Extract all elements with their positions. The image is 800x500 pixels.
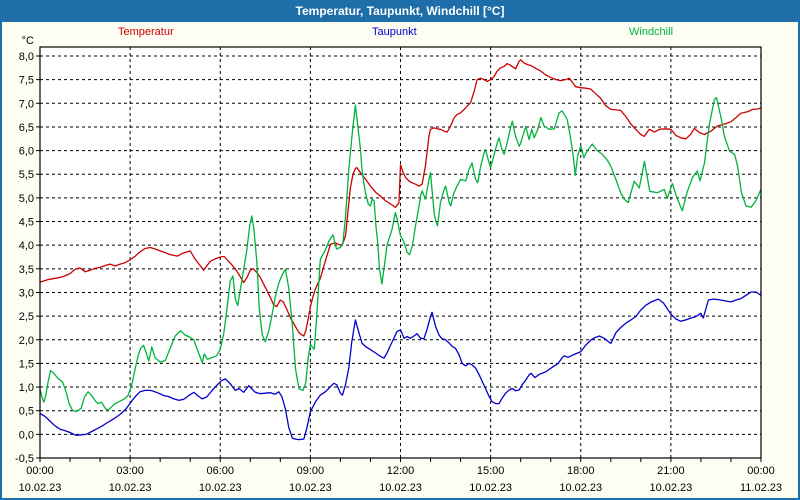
- plot-border: [39, 46, 762, 459]
- x-tick-time-label: 03:00: [116, 465, 144, 477]
- y-tick-label: 0,5: [19, 406, 34, 418]
- x-tick-date-label: 10.02.23: [649, 482, 692, 494]
- y-tick-label: 0,0: [19, 429, 34, 441]
- window-title: Temperatur, Taupunkt, Windchill [°C]: [295, 4, 505, 18]
- x-tick-date-label: 10.02.23: [19, 482, 62, 494]
- y-tick-label: 3,0: [19, 287, 34, 299]
- y-tick-label: 6,5: [19, 122, 34, 134]
- x-tick-date-label: 10.02.23: [199, 482, 242, 494]
- y-tick-label: 1,0: [19, 382, 34, 394]
- y-tick-label: 6,0: [19, 146, 34, 158]
- y-tick-label: 2,0: [19, 335, 34, 347]
- y-tick-label: -0,5: [15, 453, 34, 465]
- legend-item-temperatur: Temperatur: [118, 26, 174, 38]
- x-tick-date-label: 11.02.23: [740, 482, 782, 494]
- x-tick-date-label: 10.02.23: [559, 482, 602, 494]
- y-tick-label: 4,0: [19, 240, 34, 252]
- x-tick-date-label: 10.02.23: [469, 482, 512, 494]
- x-tick-time-label: 09:00: [297, 465, 325, 477]
- x-tick-time-label: 18:00: [567, 465, 595, 477]
- x-tick-date-label: 10.02.23: [289, 482, 332, 494]
- legend-label-temperatur: Temperatur: [118, 26, 174, 38]
- x-tick-time-label: 00:00: [26, 465, 54, 477]
- x-tick-date-label: 10.02.23: [109, 482, 152, 494]
- x-tick-time-label: 00:00: [747, 465, 775, 477]
- series-line-windchill: [39, 96, 762, 413]
- x-tick-time-label: 21:00: [657, 465, 685, 477]
- y-tick-label: 1,5: [19, 358, 34, 370]
- x-tick-time-label: 15:00: [477, 465, 505, 477]
- series-line-temperatur: [39, 59, 762, 337]
- series-line-taupunkt: [39, 291, 762, 441]
- y-tick-label: 2,5: [19, 311, 34, 323]
- title-bar: Temperatur, Taupunkt, Windchill [°C]: [0, 0, 800, 22]
- y-tick-label: 7,5: [19, 75, 34, 87]
- y-tick-label: 8,0: [19, 51, 34, 63]
- x-tick-time-label: 12:00: [387, 465, 415, 477]
- y-tick-label: 5,5: [19, 169, 34, 181]
- legend-item-taupunkt: Taupunkt: [372, 26, 417, 38]
- x-tick-date-label: 10.02.23: [379, 482, 422, 494]
- legend-label-windchill: Windchill: [629, 26, 674, 38]
- legend-label-taupunkt: Taupunkt: [372, 26, 417, 38]
- x-tick-time-label: 06:00: [206, 465, 234, 477]
- y-tick-label: 5,0: [19, 193, 34, 205]
- legend-item-windchill: Windchill: [629, 26, 673, 38]
- y-tick-label: 7,0: [19, 98, 34, 110]
- y-tick-label: 4,5: [19, 217, 34, 229]
- y-tick-label: 3,5: [19, 264, 34, 276]
- y-axis-unit-label: °C: [22, 35, 34, 47]
